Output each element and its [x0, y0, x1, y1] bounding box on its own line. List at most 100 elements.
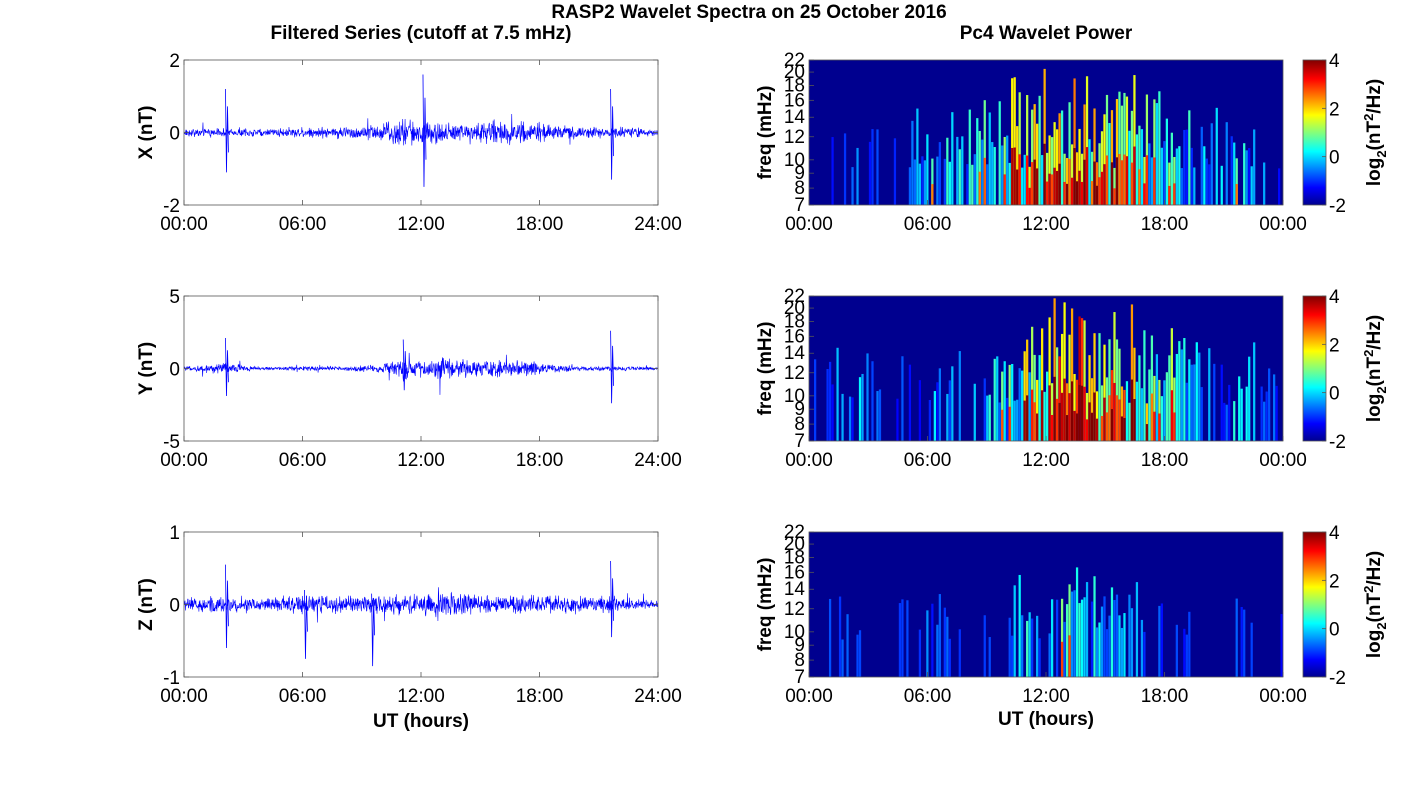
power-streak [978, 130, 981, 205]
power-streak [1055, 599, 1059, 677]
y-tick-label: 18 [784, 311, 805, 332]
power-streak [918, 629, 922, 677]
power-streak [988, 112, 991, 205]
power-streak [1233, 142, 1236, 205]
power-streak [1173, 156, 1176, 205]
power-streak [1011, 635, 1014, 677]
power-streak [1026, 95, 1029, 205]
power-streak [901, 599, 904, 677]
power-streak [1253, 342, 1256, 441]
power-streak [1023, 154, 1026, 205]
colorbar-tick-label: -2 [1329, 196, 1346, 217]
power-core [983, 157, 986, 205]
spike-3 [610, 330, 614, 404]
power-streak [976, 118, 979, 205]
power-streak [1138, 355, 1141, 441]
power-streak [1148, 369, 1151, 441]
power-streak [1065, 604, 1069, 677]
power-streak [1118, 91, 1121, 205]
power-streak [1001, 145, 1004, 205]
power-streak [1235, 598, 1238, 677]
y-tick-label: -1 [163, 668, 180, 689]
y-tick-label: 16 [784, 326, 805, 347]
power-streak [1098, 143, 1101, 205]
power-core [1078, 384, 1081, 441]
power-streak [1220, 364, 1223, 441]
power-core [1073, 410, 1076, 441]
power-core [1145, 424, 1149, 441]
power-streak [813, 359, 817, 441]
power-streak [1093, 108, 1096, 205]
power-streak [1068, 584, 1071, 677]
power-streak [1050, 137, 1054, 205]
power-streak [1243, 143, 1246, 205]
power-streak [1070, 144, 1074, 205]
power-streak [1260, 386, 1263, 441]
power-streak [1188, 611, 1191, 677]
power-core [1050, 174, 1054, 205]
x-tick-label: 18:00 [1141, 214, 1189, 235]
power-streak [1145, 94, 1149, 205]
power-streak [1016, 126, 1019, 205]
power-core [1085, 419, 1089, 441]
power-core [1093, 161, 1096, 205]
spike-4 [610, 560, 614, 638]
power-streak [1063, 621, 1066, 677]
power-streak [1048, 317, 1051, 441]
power-streak [993, 147, 996, 205]
power-streak [1108, 615, 1111, 677]
y-axis-label: Y (nT) [136, 342, 157, 395]
power-streak [1240, 388, 1243, 441]
y-tick-label: 10 [784, 150, 805, 171]
x-tick-label: 24:00 [634, 214, 682, 235]
power-streak [1068, 334, 1071, 441]
power-streak [1160, 396, 1164, 441]
power-core [1065, 183, 1069, 205]
power-streak [1113, 312, 1116, 441]
power-core [1001, 409, 1004, 441]
power-core [1125, 156, 1129, 205]
spike-2 [304, 589, 308, 659]
power-streak [1208, 348, 1211, 441]
power-streak [1085, 392, 1089, 441]
power-streak [938, 142, 941, 205]
power-streak [1008, 364, 1011, 441]
power-streak [1250, 622, 1253, 677]
power-streak [1223, 402, 1226, 441]
power-core [1046, 181, 1049, 205]
power-streak [1138, 125, 1141, 205]
power-streak [1013, 585, 1016, 677]
power-streak [973, 154, 976, 205]
power-streak [1115, 594, 1119, 677]
spike-3 [610, 88, 614, 180]
power-streak [1118, 348, 1121, 441]
x-tick-label: 00:00 [785, 450, 833, 471]
power-streak [848, 396, 852, 441]
power-core [1070, 177, 1074, 205]
power-streak [1026, 620, 1029, 677]
power-streak [1263, 162, 1266, 205]
power-streak [1065, 383, 1069, 441]
power-streak [908, 364, 912, 441]
power-core [1058, 402, 1061, 441]
power-core [978, 171, 981, 205]
power-streak [1110, 370, 1114, 441]
spike-1 [225, 88, 229, 173]
x-tick-label: 00:00 [160, 450, 208, 471]
power-streak [1170, 132, 1173, 205]
x-tick-label: 18:00 [516, 450, 564, 471]
power-streak [1245, 150, 1248, 205]
power-streak [856, 634, 859, 677]
power-streak [896, 398, 899, 441]
power-streak [1103, 344, 1106, 441]
x-axis-label: UT (hours) [373, 711, 469, 732]
power-streak [1090, 601, 1094, 677]
colorbar [1302, 531, 1327, 678]
y-tick-label: 12 [784, 363, 805, 384]
power-streak [878, 389, 882, 441]
power-core [1008, 406, 1011, 441]
panel-1: -2 0 2 00:00 06:00 12:00 18:00 24:00 X (nT) [136, 51, 682, 235]
power-streak [921, 156, 924, 205]
power-core [1103, 397, 1106, 441]
power-streak [1185, 634, 1188, 677]
